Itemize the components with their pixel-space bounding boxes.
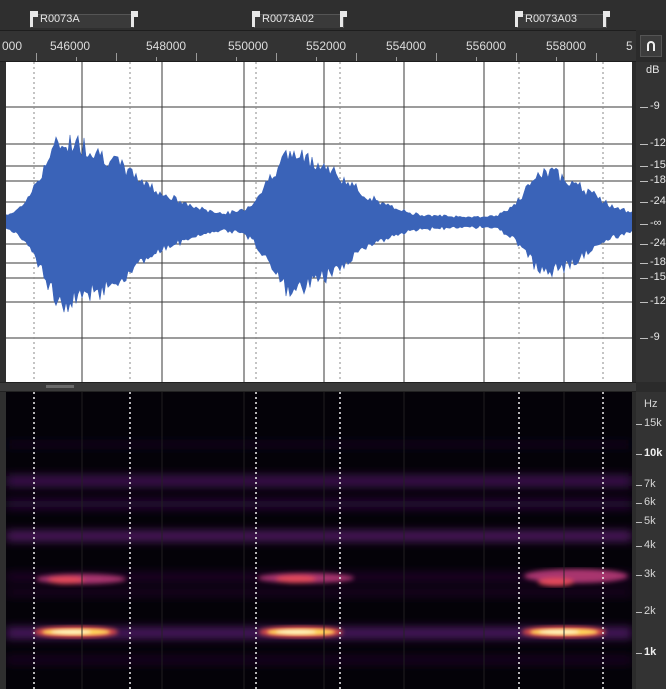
ruler-label: 546000 <box>50 39 91 53</box>
marker-end-flag-3[interactable] <box>601 11 610 27</box>
db-label: -9 <box>650 331 660 343</box>
db-label: -18 <box>650 256 666 268</box>
db-tick <box>640 107 648 108</box>
db-label: -12 <box>650 137 666 149</box>
ruler-label: 552000 <box>306 39 347 53</box>
ruler-tick <box>36 53 37 61</box>
ruler-tick <box>596 53 597 61</box>
marker-end-flag-2[interactable] <box>338 11 347 27</box>
marker-bar: R0073A R0073A02 R0073A03 <box>0 0 666 30</box>
db-tick <box>640 202 648 203</box>
waveform-svg <box>6 62 632 382</box>
ruler-label: 550000 <box>228 39 269 53</box>
hz-label: 7k <box>644 478 656 490</box>
hz-unit-label: Hz <box>644 398 658 410</box>
db-label: -15 <box>650 159 666 171</box>
db-label: -12 <box>650 295 666 307</box>
ruler-tick <box>356 53 357 61</box>
hz-tick <box>636 485 642 486</box>
marker-label-2[interactable]: R0073A02 <box>262 13 314 25</box>
db-tick <box>640 181 648 182</box>
db-tick <box>640 278 648 279</box>
marker-end-flag-1[interactable] <box>129 11 138 27</box>
hz-tick <box>636 503 642 504</box>
snap-magnet-button[interactable] <box>640 35 662 57</box>
ruler-label: 556000 <box>466 39 507 53</box>
left-edge-strip <box>0 62 6 689</box>
ruler-tick <box>196 53 197 61</box>
ruler-label: 000 <box>2 39 23 53</box>
db-label: -18 <box>650 174 666 186</box>
ruler-tick <box>276 53 277 61</box>
splitter-grip[interactable] <box>46 385 74 388</box>
db-tick <box>640 338 648 339</box>
hz-label: 10k <box>644 447 663 459</box>
db-tick <box>640 263 648 264</box>
db-tick <box>640 224 648 225</box>
ruler-tick <box>116 53 117 61</box>
db-label: -9 <box>650 100 660 112</box>
ruler-tick <box>436 53 437 61</box>
ruler-tick <box>236 57 237 61</box>
db-label: -24 <box>650 237 666 249</box>
spectrogram-display[interactable] <box>6 392 632 689</box>
db-label: -∞ <box>650 217 662 229</box>
ruler-tick <box>556 57 557 61</box>
marker-start-flag-2[interactable] <box>252 11 260 27</box>
spectrogram-svg <box>6 392 632 689</box>
ruler-tick <box>156 57 157 61</box>
marker-start-flag-3[interactable] <box>515 11 523 27</box>
hz-tick <box>636 612 642 613</box>
marker-label-3[interactable]: R0073A03 <box>525 13 577 25</box>
ruler-tick <box>516 53 517 61</box>
hz-label: 1k <box>644 646 657 658</box>
db-label: -24 <box>650 195 666 207</box>
hz-label: 5k <box>644 515 656 527</box>
ruler-tick <box>476 57 477 61</box>
db-label: -15 <box>650 271 666 283</box>
hz-tick <box>636 546 642 547</box>
ruler-tick <box>76 57 77 61</box>
ruler-label: 558000 <box>546 39 587 53</box>
hz-tick <box>636 424 642 425</box>
hz-label: 3k <box>644 568 656 580</box>
hz-label: 4k <box>644 539 656 551</box>
panel-splitter[interactable] <box>0 382 636 392</box>
waveform-display[interactable] <box>6 62 632 382</box>
hz-tick <box>636 454 642 455</box>
db-tick <box>640 166 648 167</box>
hz-tick <box>636 522 642 523</box>
ruler-label: 5 <box>626 39 633 53</box>
hz-tick <box>636 575 642 576</box>
ruler-tick <box>316 57 317 61</box>
db-unit-label: dB <box>646 64 660 76</box>
hz-scale[interactable]: Hz 15k 10k 7k 6k 5k 4k 3k 2k 1k <box>636 392 666 689</box>
db-tick <box>640 244 648 245</box>
magnet-icon <box>647 41 655 51</box>
hz-label: 2k <box>644 605 656 617</box>
db-tick <box>640 302 648 303</box>
db-scale[interactable]: dB -9 -12 -15 -18 -24 -∞ -24 -18 -15 -12… <box>636 62 666 382</box>
hz-tick <box>636 653 642 654</box>
db-tick <box>640 144 648 145</box>
marker-label-1[interactable]: R0073A <box>40 13 80 25</box>
hz-label: 15k <box>644 417 662 429</box>
ruler-label: 548000 <box>146 39 187 53</box>
marker-start-flag-1[interactable] <box>30 11 38 27</box>
ruler-tick <box>396 57 397 61</box>
time-ruler[interactable]: 000 546000 548000 550000 552000 554000 5… <box>0 30 636 62</box>
ruler-label: 554000 <box>386 39 427 53</box>
hz-label: 6k <box>644 496 656 508</box>
